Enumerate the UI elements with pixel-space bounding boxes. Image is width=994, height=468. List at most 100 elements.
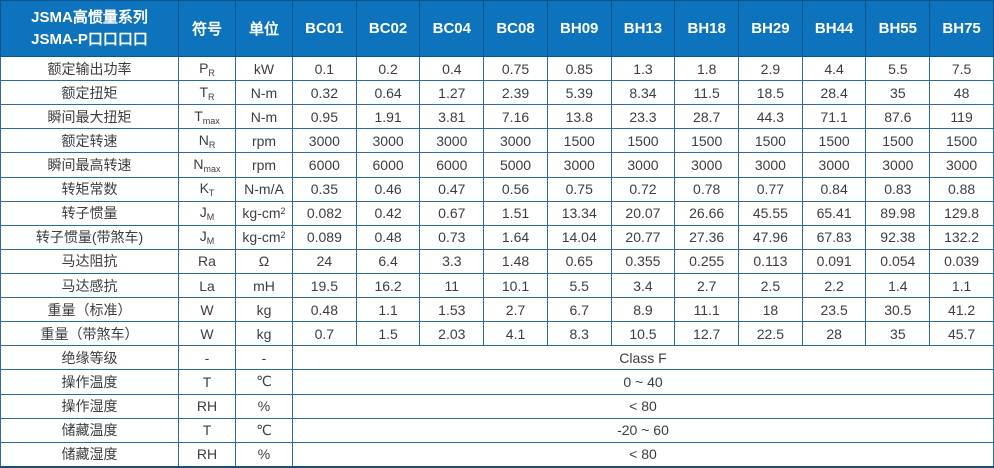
value-cell-bc08: 1.48 bbox=[483, 248, 548, 274]
value-cell-bc02: 0.2 bbox=[355, 55, 421, 82]
symbol-subscript: max bbox=[203, 163, 221, 174]
symbol-subscript: R bbox=[208, 67, 215, 78]
symbol-base: P bbox=[199, 59, 209, 76]
value-cell-bh18: 3000 bbox=[674, 152, 740, 178]
unit-base: N-m/A bbox=[244, 181, 284, 198]
value-cell-bh44: 28.4 bbox=[801, 80, 867, 106]
merged-value-cell: Class F bbox=[292, 345, 994, 371]
symbol-base: T bbox=[202, 373, 212, 390]
value-cell-bh29: 1500 bbox=[738, 128, 803, 154]
value-cell-bh13: 0.355 bbox=[610, 248, 676, 274]
value-cell-bh75: 7.5 bbox=[929, 55, 994, 82]
value-cell-bc08: 3000 bbox=[483, 128, 548, 154]
value-cell-bc04: 0.73 bbox=[419, 224, 485, 250]
value-cell-bh55: 1500 bbox=[865, 128, 931, 154]
value-cell-bc08: 1.51 bbox=[483, 200, 548, 226]
value-cell-bc08: 5000 bbox=[483, 152, 548, 178]
value-cell-bh13: 1.3 bbox=[610, 55, 676, 82]
value-cell-bc04: 1.53 bbox=[419, 297, 485, 323]
header-row: JSMA高惯量系列 JSMA-P口口口口 符号 单位 BC01 BC02 BC04 B… bbox=[0, 0, 994, 57]
row-label: 额定转速 bbox=[0, 128, 179, 154]
symbol-column-header: 符号 bbox=[178, 0, 236, 57]
value-cell-bh55: 35 bbox=[865, 80, 931, 106]
unit-base: ℃ bbox=[256, 373, 272, 390]
value-cell-bc01: 6000 bbox=[292, 152, 357, 178]
value-cell-bc01: 3000 bbox=[292, 128, 357, 154]
value-cell-bh18: 11.1 bbox=[674, 297, 740, 323]
value-cell-bh55: 89.98 bbox=[865, 200, 931, 226]
table-row: 马达阻抗 Ra Ω 24 6.4 3.3 1.48 0.65 0.355 0.255 0.113 0.… bbox=[0, 248, 994, 274]
value-cell-bh75: 48 bbox=[929, 80, 994, 106]
unit-cell: ℃ bbox=[235, 417, 293, 443]
model-column-header-bh13: BH13 bbox=[610, 0, 676, 57]
value-cell-bc04: 0.67 bbox=[419, 200, 485, 226]
unit-cell: - bbox=[235, 345, 293, 371]
symbol-cell: KT bbox=[178, 176, 236, 202]
value-cell-bh09: 5.39 bbox=[546, 80, 612, 106]
value-cell-bh55: 92.38 bbox=[865, 224, 931, 250]
merged-value-cell: -20 ~ 60 bbox=[292, 417, 994, 443]
table-row: 储藏温度 T ℃ -20 ~ 60 bbox=[0, 417, 994, 443]
table-row: 瞬间最大扭矩 Tmax N-m 0.95 1.91 3.81 7.16 13.8 23.3 28.… bbox=[0, 104, 994, 130]
row-label: 马达感抗 bbox=[0, 272, 179, 299]
value-cell-bh18: 27.36 bbox=[674, 224, 740, 250]
symbol-base: - bbox=[204, 349, 210, 366]
value-cell-bh13: 20.77 bbox=[610, 224, 676, 250]
unit-cell: % bbox=[235, 441, 293, 468]
row-label: 额定输出功率 bbox=[0, 55, 179, 82]
value-cell-bc02: 6000 bbox=[355, 152, 421, 178]
symbol-subscript: T bbox=[208, 188, 215, 199]
value-cell-bh13: 3000 bbox=[610, 152, 676, 178]
value-cell-bh75: 1500 bbox=[929, 128, 994, 154]
value-cell-bh18: 1.8 bbox=[674, 55, 740, 82]
row-label: 绝缘等级 bbox=[0, 345, 179, 371]
table-row: 转矩常数 KT N-m/A 0.35 0.46 0.47 0.56 0.75 0.72 0.78 0… bbox=[0, 176, 994, 202]
unit-base: kg bbox=[256, 325, 272, 342]
table-title-line1: JSMA高惯量系列 bbox=[31, 8, 148, 26]
unit-cell: rpm bbox=[235, 128, 293, 154]
value-cell-bc02: 1.91 bbox=[355, 104, 421, 130]
value-cell-bc01: 0.089 bbox=[292, 224, 357, 250]
row-label: 转子惯量(带煞车) bbox=[0, 224, 179, 250]
symbol-cell: La bbox=[178, 272, 236, 299]
value-cell-bc01: 0.95 bbox=[292, 104, 357, 130]
symbol-base: W bbox=[200, 301, 214, 318]
unit-base: - bbox=[261, 349, 267, 366]
row-label: 瞬间最大扭矩 bbox=[0, 104, 179, 130]
value-cell-bh29: 0.113 bbox=[738, 248, 803, 274]
table-row: 转子惯量(带煞车) JM kg-cm2 0.089 0.48 0.73 1.64 14.04 2… bbox=[0, 224, 994, 250]
symbol-subscript: R bbox=[208, 139, 216, 150]
symbol-base: K bbox=[199, 180, 209, 197]
value-cell-bh29: 47.96 bbox=[738, 224, 803, 250]
table-row: 绝缘等级 - - Class F bbox=[0, 345, 994, 371]
symbol-cell: TR bbox=[178, 80, 236, 106]
value-cell-bc02: 3000 bbox=[355, 128, 421, 154]
model-column-header-bc02: BC02 bbox=[355, 0, 421, 57]
unit-cell: N-m bbox=[235, 80, 293, 106]
symbol-base: RH bbox=[196, 398, 218, 415]
unit-base: kg-cm bbox=[242, 205, 281, 222]
symbol-base: N bbox=[193, 155, 204, 172]
value-cell-bh13: 0.72 bbox=[610, 176, 676, 202]
unit-base: Ω bbox=[258, 253, 270, 270]
value-cell-bc04: 3000 bbox=[419, 128, 485, 154]
value-cell-bh09: 0.75 bbox=[546, 176, 612, 202]
value-cell-bc02: 1.5 bbox=[355, 321, 421, 347]
table-title: JSMA高惯量系列 JSMA-P口口口口 bbox=[0, 0, 179, 57]
value-cell-bh75: 1.1 bbox=[929, 272, 994, 299]
unit-base: % bbox=[257, 398, 271, 415]
row-label: 储藏温度 bbox=[0, 417, 179, 443]
value-cell-bc04: 2.03 bbox=[419, 321, 485, 347]
value-cell-bh75: 45.7 bbox=[929, 321, 994, 347]
value-cell-bc02: 0.46 bbox=[355, 176, 421, 202]
symbol-cell: NR bbox=[178, 128, 236, 154]
symbol-subscript: R bbox=[208, 91, 215, 102]
unit-cell: kg-cm2 bbox=[235, 224, 293, 250]
symbol-base: RH bbox=[196, 446, 218, 463]
value-cell-bc01: 24 bbox=[292, 248, 357, 274]
value-cell-bh29: 18 bbox=[738, 297, 803, 323]
value-cell-bh29: 44.3 bbox=[738, 104, 803, 130]
value-cell-bh75: 3000 bbox=[929, 152, 994, 178]
table-row: 额定输出功率 PR kW 0.1 0.2 0.4 0.75 0.85 1.3 1.8 2.9 4.4 5… bbox=[0, 55, 994, 82]
